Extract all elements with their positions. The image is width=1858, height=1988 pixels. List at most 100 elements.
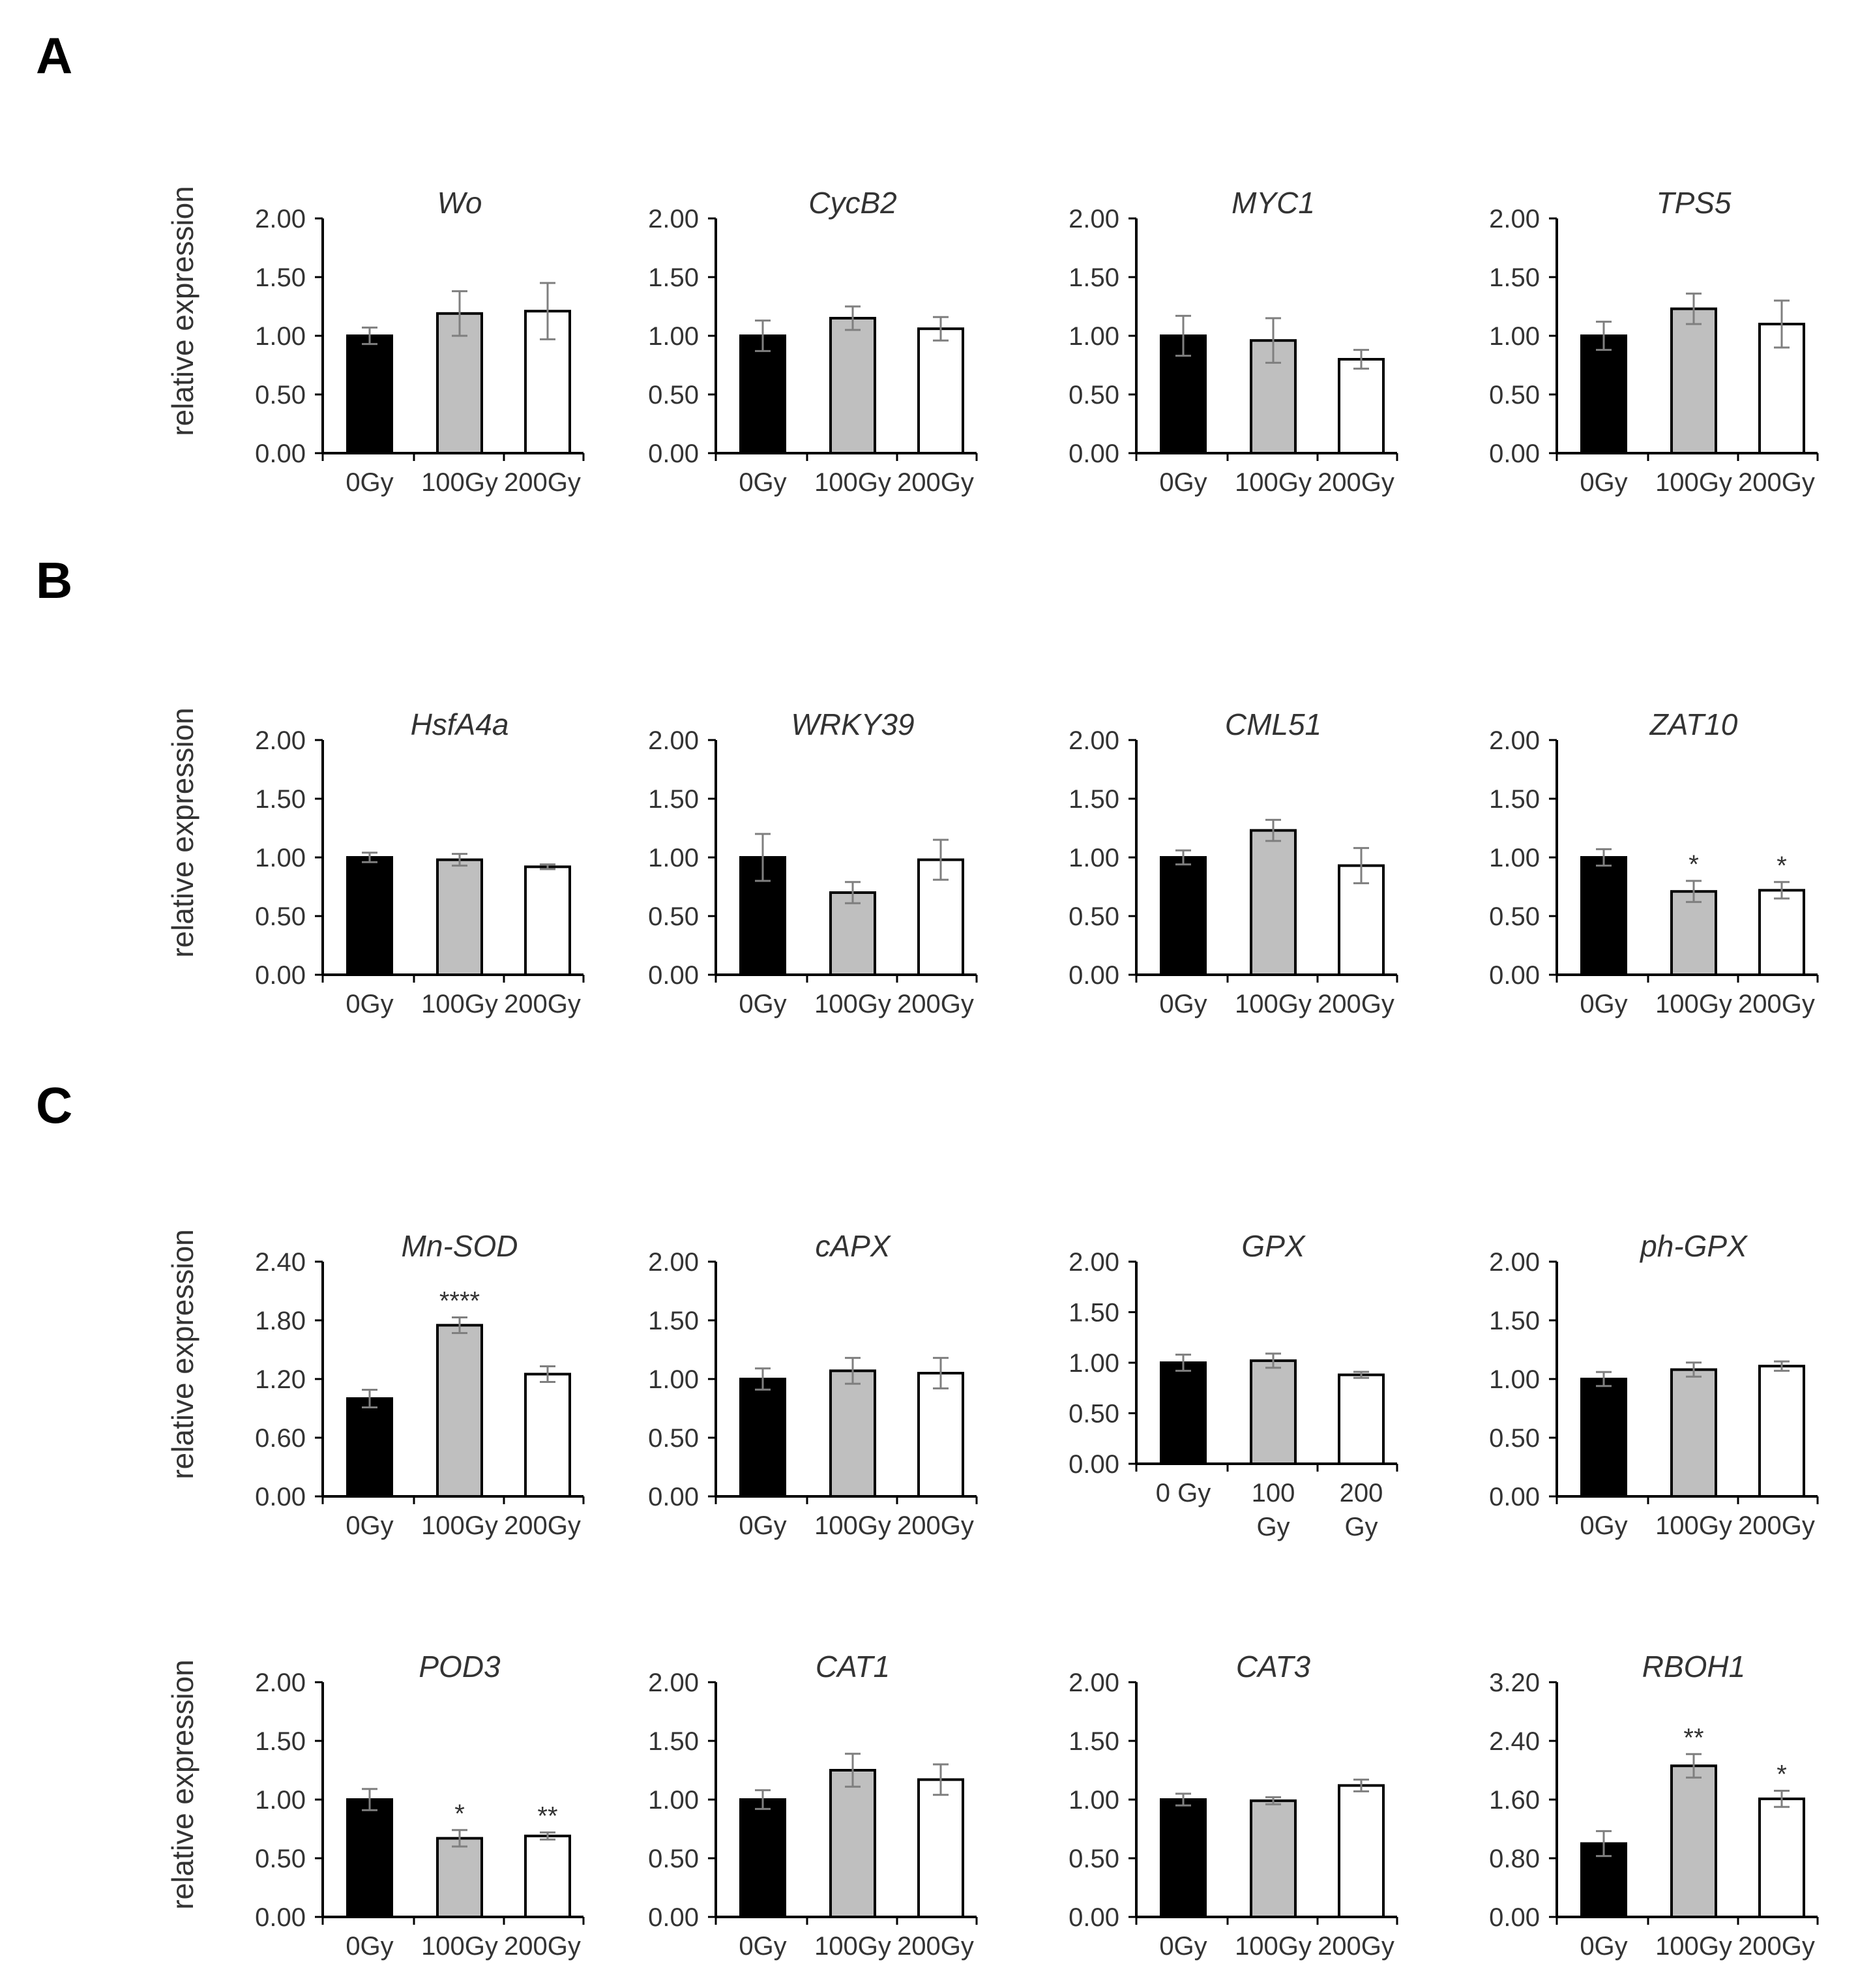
x-tick-label: 0Gy [739,990,786,1018]
x-tick-label: 200Gy [1738,1511,1815,1540]
bar-200gy [1338,1784,1385,1918]
y-tick-label: 0.50 [1069,1400,1119,1429]
y-tick-label: 1.50 [1069,263,1119,292]
bar-100gy [1670,890,1717,976]
chart-title: MYC1 [1231,186,1315,220]
x-tick-label: 200Gy [1738,468,1815,497]
x-tick-label: 0Gy [1159,990,1207,1018]
y-tick-label: 2.00 [1489,726,1540,755]
panel-letter-b: B [36,552,73,609]
bar-0gy [346,856,393,976]
x-tick-label: 0Gy [346,990,393,1018]
y-tick-label: 0.50 [648,1845,699,1873]
bar-0gy [1160,1361,1207,1465]
y-tick-label: 2.00 [1489,1248,1540,1277]
y-tick-label: 0.50 [255,381,306,409]
bar-100gy [829,1369,876,1498]
y-tick-label: 0.00 [648,439,699,468]
bar-0gy [739,1378,786,1498]
y-tick-label: 1.00 [1489,844,1540,872]
x-tick-label: 200Gy [1738,1932,1815,1961]
x-tick-label: 0 Gy [1156,1479,1211,1507]
y-tick-label: 1.80 [255,1307,306,1335]
bar-100gy [1670,307,1717,454]
chart-title: CML51 [1225,707,1321,741]
chart-title: GPX [1241,1229,1306,1263]
y-tick-label: 1.50 [648,263,699,292]
x-tick-label: 100Gy [1235,1932,1312,1961]
y-tick-label: 0.50 [1489,902,1540,931]
bar-0gy [739,1798,786,1918]
x-tick-label: 200Gy [504,1511,581,1540]
y-tick-label: 1.50 [1489,263,1540,292]
y-tick-label: 1.50 [1489,1307,1540,1335]
significance-marker: ** [1683,1723,1703,1752]
x-tick-label: 200Gy [897,1932,974,1961]
bar-200gy [1338,358,1385,454]
bar-200gy [917,1372,964,1498]
y-tick-label: 0.00 [1069,961,1119,990]
bar-200gy [524,1372,571,1498]
y-tick-label: 0.00 [255,961,306,990]
y-tick-label: 0.50 [1069,381,1119,409]
y-tick-label: 0.00 [255,1483,306,1511]
y-tick-label: 1.00 [255,844,306,872]
bar-200gy [917,327,964,455]
bar-0gy [346,1798,393,1918]
x-tick-label: 100Gy [814,1932,891,1961]
x-tick-label: 0Gy [1580,1511,1627,1540]
x-tick-label: 100Gy [1655,468,1732,497]
y-tick-label: 0.00 [255,1903,306,1932]
chart-gpx: GPX 0.00 0.50 1.00 1.50 2.00 0 Gy 100 Gy 200 Gy [1069,1229,1398,1541]
bar-100gy [436,858,483,976]
y-tick-label: 0.50 [255,1845,306,1873]
chart-title: WRKY39 [791,707,914,741]
y-tick-label: 0.50 [1069,902,1119,931]
significance-marker: **** [439,1287,480,1316]
y-tick-label: 2.00 [255,726,306,755]
x-tick-label: 0Gy [1159,468,1207,497]
y-tick-label: 1.00 [1489,1365,1540,1394]
bar-200gy [1758,1797,1805,1918]
bar-200gy [1758,889,1805,977]
chart-cml51: CML51 0.00 0.50 1.00 1.50 2.00 0Gy 100Gy 200Gy [1069,707,1398,1018]
x-tick-label: 100Gy [1235,990,1312,1018]
bar-100gy [436,1837,483,1918]
chart-mn-sod: Mn-SOD 0.00 0.60 1.20 1.80 2.40 0Gy **** 100Gy 20… [255,1229,585,1540]
bar-100gy [1250,1799,1297,1919]
x-tick-label: 100Gy [421,1932,498,1961]
y-tick-label: 0.60 [255,1424,306,1453]
x-tick-label: 100Gy [1655,990,1732,1018]
chart-zat10: ZAT10 0.00 0.50 1.00 1.50 2.00 0Gy * 100Gy * 200Gy [1489,707,1819,1018]
y-tick-label: 3.20 [1489,1669,1540,1697]
y-tick-label: 0.00 [1489,961,1540,990]
y-tick-label: 2.00 [1069,205,1119,233]
bar-100gy [829,1769,876,1918]
bar-100gy [1670,1368,1717,1498]
x-tick-label: 200Gy [897,468,974,497]
chart-title: Wo [437,186,482,220]
y-tick-label: 1.50 [255,1727,306,1756]
y-tick-label: 0.00 [1069,1450,1119,1479]
bar-100gy [829,317,876,454]
chart-ph-gpx: ph-GPX 0.00 0.50 1.00 1.50 2.00 0Gy 100Gy 200Gy [1489,1229,1819,1540]
x-tick-label: 200Gy [1318,1932,1394,1961]
y-tick-label: 1.00 [1069,322,1119,351]
x-tick-label: 200Gy [897,990,974,1018]
y-tick-label: 1.50 [255,785,306,814]
x-tick-label: 200Gy [1318,990,1394,1018]
y-tick-label: 0.00 [648,961,699,990]
y-tick-label: 1.50 [648,1727,699,1756]
bar-100gy [829,891,876,976]
bar-0gy [739,334,786,454]
y-tick-label: 2.00 [648,726,699,755]
y-tick-label: 1.50 [648,1307,699,1335]
y-tick-label: 0.00 [255,439,306,468]
x-tick-label: 0Gy [1159,1932,1207,1961]
y-tick-label: 0.00 [648,1903,699,1932]
y-tick-label: 1.00 [1489,322,1540,351]
x-tick-label: 100Gy [1655,1932,1732,1961]
significance-marker: * [1777,1760,1787,1789]
